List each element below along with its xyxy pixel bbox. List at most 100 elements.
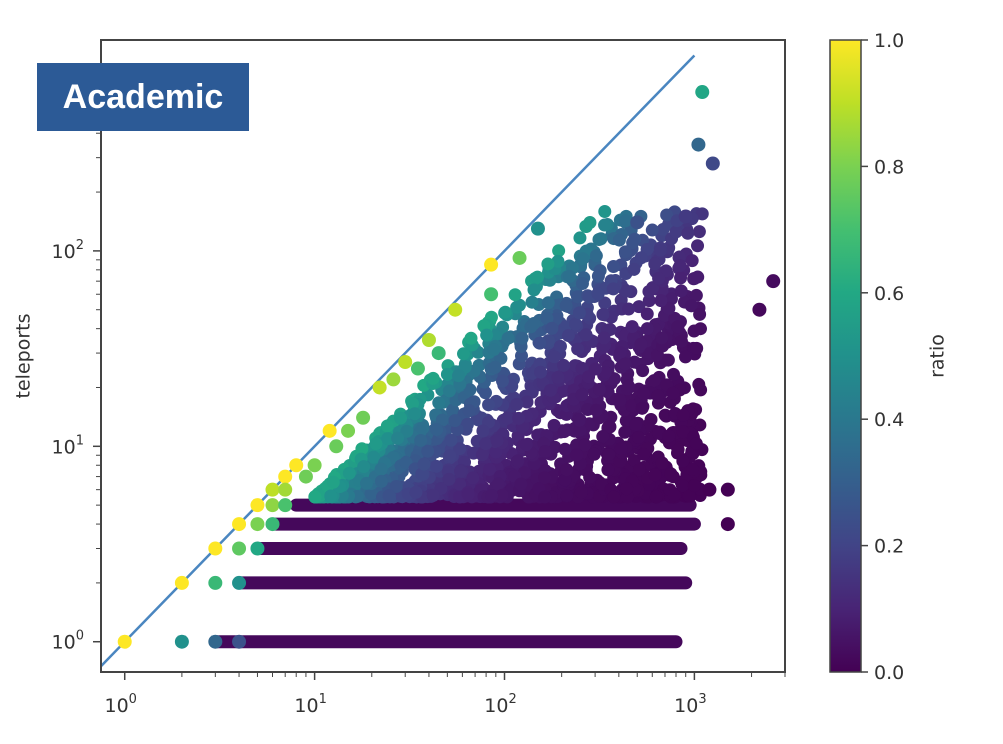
scatter-point <box>598 365 612 379</box>
scatter-point <box>117 634 132 649</box>
scatter-point <box>435 413 449 427</box>
scatter-point <box>408 407 422 421</box>
scatter-point <box>589 249 603 263</box>
scatter-point <box>552 244 566 258</box>
scatter-point <box>640 307 654 321</box>
scatter-point <box>510 397 524 411</box>
scatter-point <box>414 433 428 447</box>
scatter-point <box>372 380 387 395</box>
scatter-point <box>667 367 681 381</box>
scatter-point <box>572 413 586 427</box>
scatter-point <box>364 487 378 501</box>
scatter-point <box>606 260 620 274</box>
scatter-point <box>569 317 583 331</box>
scatter-point <box>637 447 651 461</box>
scatter-point <box>464 331 478 345</box>
scatter-point <box>634 251 648 265</box>
scatter-point <box>637 386 651 400</box>
scatter-point <box>454 464 468 478</box>
scatter-point <box>557 384 571 398</box>
scatter-point <box>342 466 356 480</box>
scatter-point <box>530 221 545 236</box>
scatter-point <box>432 396 446 410</box>
scatter-point <box>674 284 688 298</box>
scatter-point <box>515 331 529 345</box>
scatter-point <box>573 423 587 437</box>
scatter-point <box>613 393 627 407</box>
scatter-point <box>645 223 659 237</box>
scatter-point <box>495 488 509 502</box>
scatter-point <box>654 294 668 308</box>
scatter-point <box>678 209 693 224</box>
scatter-point <box>538 471 552 485</box>
scatter-point <box>691 239 705 253</box>
scatter-point <box>685 254 699 268</box>
scatter-point <box>653 243 667 257</box>
scatter-point <box>307 458 322 473</box>
scatter-point <box>443 449 457 463</box>
scatter-point <box>636 364 650 378</box>
scatter-point <box>612 233 626 247</box>
scatter-point <box>545 321 559 335</box>
scatter-point <box>250 498 265 513</box>
scatter-point <box>551 254 565 268</box>
colorbar-ticks: 0.0 0.2 0.4 0.6 0.8 1.0 <box>861 30 904 684</box>
scatter-point <box>533 336 547 350</box>
scatter-point <box>484 257 499 272</box>
scatter-point <box>421 444 435 458</box>
scatter-point <box>667 488 681 502</box>
scatter-point <box>676 425 690 439</box>
scatter-point <box>410 361 425 376</box>
scatter-point <box>444 433 458 447</box>
scatter-point <box>208 634 223 649</box>
scatter-point <box>541 296 555 310</box>
scatter-point <box>622 302 636 316</box>
scatter-point <box>488 360 502 374</box>
scatter-point <box>589 403 603 417</box>
scatter-point <box>690 341 704 355</box>
y-tick-label: 100 <box>52 629 84 654</box>
scatter-point <box>575 388 589 402</box>
scatter-point <box>720 482 735 497</box>
scatter-point <box>662 301 676 315</box>
scatter-point <box>394 411 408 425</box>
colorbar-label: ratio <box>927 334 949 378</box>
scatter-point <box>386 372 401 387</box>
scatter-point <box>278 469 293 484</box>
scatter-point <box>576 252 590 266</box>
scatter-point <box>512 250 527 265</box>
scatter-point <box>208 541 223 556</box>
scatter-point <box>265 498 280 513</box>
scatter-point <box>480 328 494 342</box>
scatter-point <box>515 349 529 363</box>
scatter-point <box>570 290 584 304</box>
scatter-point <box>409 485 423 499</box>
scatter-point <box>601 463 615 477</box>
scatter-point <box>487 343 501 357</box>
scatter-point <box>561 329 575 343</box>
scatter-point <box>682 489 696 503</box>
scatter-point <box>557 358 571 372</box>
scatter-point <box>582 417 596 431</box>
scatter-point <box>298 469 313 484</box>
scatter-point <box>625 320 639 334</box>
scatter-point <box>329 439 344 454</box>
scatter-point <box>426 488 440 502</box>
scatter-point <box>626 236 640 250</box>
scatter-point <box>463 383 477 397</box>
scatter-point <box>619 284 633 298</box>
scatter-point <box>648 468 662 482</box>
scatter-point <box>596 430 610 444</box>
scatter-point <box>232 634 247 649</box>
scatter-point <box>676 408 690 422</box>
scatter-point <box>666 386 680 400</box>
colorbar-tick-label: 0.0 <box>874 662 904 684</box>
scatter-point <box>512 298 526 312</box>
scatter-point <box>629 418 643 432</box>
scatter-point <box>520 395 534 409</box>
scatter-point <box>485 489 499 503</box>
dense-point-cloud <box>208 205 709 649</box>
scatter-point <box>322 423 337 438</box>
scatter-point <box>232 575 247 590</box>
